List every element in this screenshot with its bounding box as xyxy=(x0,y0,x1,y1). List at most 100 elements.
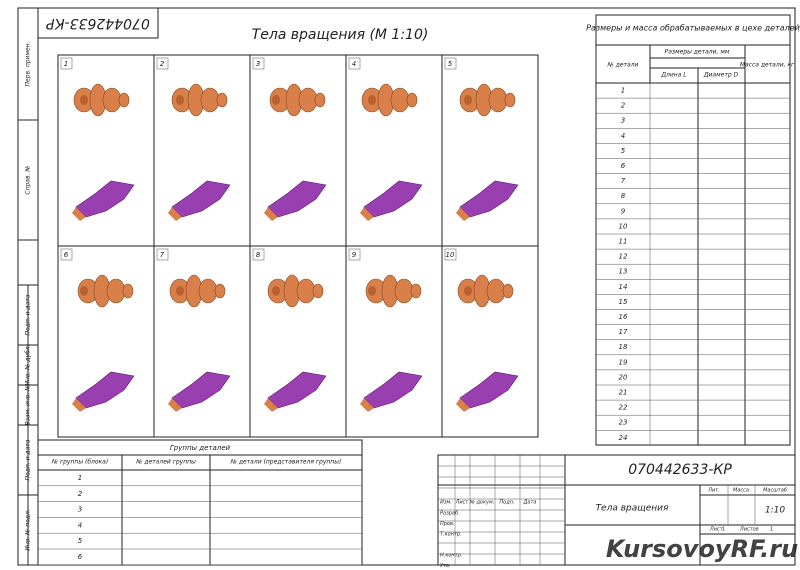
label: Листов xyxy=(739,527,759,533)
part-hole xyxy=(464,286,472,296)
part-shape xyxy=(75,371,135,409)
part-shape xyxy=(312,283,324,299)
label: 1 xyxy=(621,87,625,95)
part-shape xyxy=(314,92,326,108)
label: Масса xyxy=(733,488,749,494)
part-shape xyxy=(406,92,418,108)
part-shape xyxy=(410,283,422,299)
part-section xyxy=(456,371,519,412)
label: KursovoyRF.ru xyxy=(606,535,798,563)
part-shape xyxy=(390,87,410,113)
label: Лист xyxy=(455,500,470,506)
label: 9 xyxy=(352,251,357,259)
part-shape xyxy=(72,207,86,221)
part-shape xyxy=(502,283,514,299)
label: 3 xyxy=(256,60,260,68)
part-shape xyxy=(264,207,278,221)
part-hole xyxy=(80,95,88,105)
part-shape xyxy=(267,180,327,218)
part-shape xyxy=(72,398,86,412)
label: № группы (блока) xyxy=(51,459,108,466)
frame xyxy=(156,248,169,261)
label: Лит. xyxy=(707,488,720,494)
frame xyxy=(153,54,251,247)
part-image xyxy=(267,274,324,308)
frame xyxy=(252,57,265,70)
label: 5 xyxy=(621,147,626,155)
part-shape xyxy=(298,87,318,113)
part-shape xyxy=(122,283,134,299)
label: 1 xyxy=(64,60,68,68)
frame xyxy=(345,54,443,247)
part-shape xyxy=(488,87,508,113)
frame xyxy=(60,248,73,261)
label: 2 xyxy=(78,490,83,498)
frame xyxy=(37,7,159,39)
part-image xyxy=(77,274,134,308)
label: Размеры детали, мм xyxy=(665,49,730,56)
label: Размеры и масса обрабатываемых в цехе де… xyxy=(586,24,800,33)
part-image xyxy=(457,274,514,308)
part-shape xyxy=(214,283,226,299)
frame xyxy=(60,57,73,70)
part-shape xyxy=(171,371,231,409)
frame xyxy=(595,14,791,446)
part-hole xyxy=(176,286,184,296)
part-hole xyxy=(368,95,376,105)
part-image xyxy=(361,83,418,117)
label: Разраб. xyxy=(440,511,460,517)
label: Диаметр D xyxy=(703,72,739,79)
part-shape xyxy=(363,180,423,218)
label: 2 xyxy=(621,102,626,110)
part-shape xyxy=(504,92,516,108)
label: 10 xyxy=(619,222,628,230)
label: 14 xyxy=(619,283,628,291)
part-section xyxy=(264,180,327,221)
label: 1:10 xyxy=(765,506,785,516)
label: 070442633-КР xyxy=(46,15,150,31)
label: 3 xyxy=(78,506,82,514)
label: 10 xyxy=(446,251,455,259)
part-shape xyxy=(296,278,316,304)
part-shape xyxy=(198,278,218,304)
part-shape xyxy=(394,278,414,304)
part-section xyxy=(360,180,423,221)
label: 3 xyxy=(621,117,625,125)
label: 8 xyxy=(621,192,626,200)
part-hole xyxy=(368,286,376,296)
label: 21 xyxy=(619,389,628,397)
frame xyxy=(57,245,155,438)
frame xyxy=(249,54,347,247)
part-shape xyxy=(168,398,182,412)
frame xyxy=(57,54,155,247)
frame xyxy=(252,248,265,261)
frame xyxy=(348,57,361,70)
part-shape xyxy=(171,180,231,218)
frame xyxy=(249,245,347,438)
part-shape xyxy=(486,278,506,304)
label: 2 xyxy=(160,60,165,68)
label: 1 xyxy=(722,527,725,533)
label: 13 xyxy=(619,268,628,276)
label: № детали xyxy=(607,62,639,69)
label: Лист xyxy=(709,527,724,533)
label: 5 xyxy=(448,60,453,68)
label: Справ. № xyxy=(25,165,32,194)
label: 4 xyxy=(78,521,82,529)
frame xyxy=(441,54,539,247)
frame xyxy=(345,245,443,438)
label: 24 xyxy=(619,434,628,442)
label: Пров. xyxy=(440,521,455,527)
label: Тела вращения xyxy=(596,504,669,514)
label: Н.контр. xyxy=(440,553,462,559)
label: 6 xyxy=(64,251,69,259)
part-section xyxy=(264,371,327,412)
label: Дата xyxy=(523,500,537,506)
part-image xyxy=(269,83,326,117)
part-shape xyxy=(200,87,220,113)
frame xyxy=(444,57,457,70)
part-image xyxy=(169,274,226,308)
label: 1 xyxy=(78,474,82,482)
label: 9 xyxy=(621,207,626,215)
